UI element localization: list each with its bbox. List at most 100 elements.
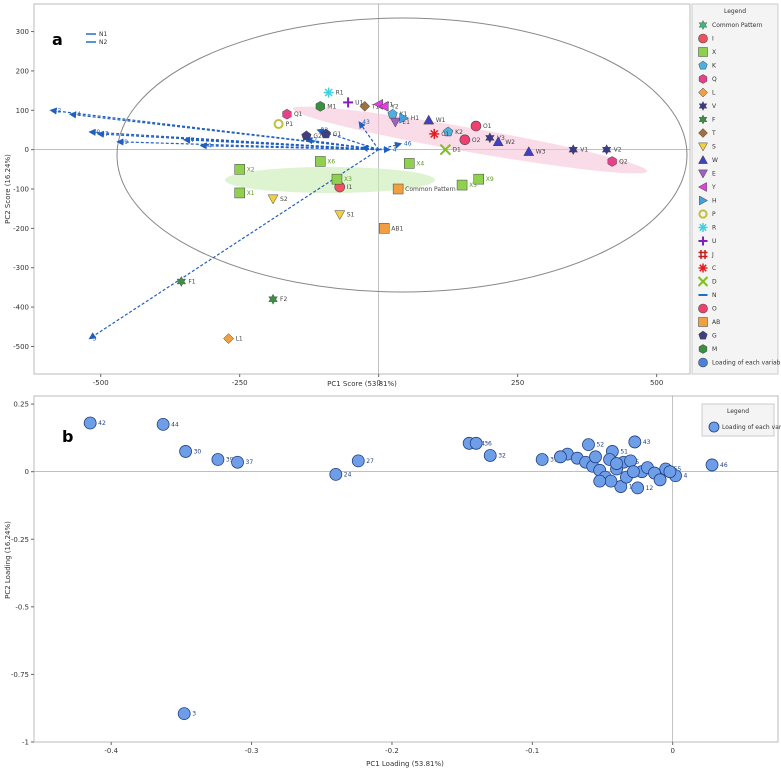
panel-a-y-label: PC2 Score (16.24%) [4, 154, 12, 224]
y-tick-label: -0.75 [11, 671, 29, 679]
point-x5 [456, 179, 468, 191]
legend-label-v: V [712, 103, 717, 110]
panel-a-letter: a [52, 30, 63, 49]
loading-arrow-label-37: 37 [101, 131, 109, 138]
legend-marker-s [698, 142, 708, 152]
y-tick-label: -1 [22, 739, 29, 747]
loading-arrow-label-39: 39 [120, 139, 128, 146]
legend-marker-d-b [697, 276, 709, 287]
point-label-g2: G2 [313, 133, 322, 140]
x-tick-label: 0 [670, 747, 674, 755]
legend-label-k: K [712, 63, 717, 70]
point-d1-b [439, 143, 452, 156]
legend-label-m: M [712, 346, 717, 353]
point-label-w3: W3 [536, 149, 546, 156]
loading-point-label-52: 52 [596, 442, 604, 449]
loading-arrow-label-27: 27 [187, 137, 195, 144]
point-k2 [443, 126, 454, 137]
point-label-k1: K1 [400, 111, 408, 118]
panel-b-points: 4244303937272434363231524351351155411246… [83, 416, 728, 721]
point-c1-3 [430, 129, 439, 138]
point-label-o1: O1 [483, 123, 492, 130]
point-r1-3 [324, 88, 333, 97]
point-w3 [523, 146, 535, 156]
legend-marker-p [698, 209, 708, 219]
legend-marker-i [698, 33, 708, 44]
point-h1 [399, 112, 410, 124]
loading-point-label-55: 55 [674, 466, 682, 473]
point-label-p1: P1 [286, 121, 294, 128]
loading-point-36 [469, 436, 483, 450]
point-label-u1: U1 [355, 99, 363, 106]
point-label-common-pattern: Common Pattern [405, 186, 456, 193]
legend-label-h: H [712, 198, 717, 205]
point-q2 [607, 156, 617, 167]
point-v3 [485, 132, 495, 144]
inline-legend-label-n1: N1 [99, 31, 107, 38]
point-ab1 [378, 223, 390, 234]
legend-label-q: Q [712, 76, 717, 83]
y-tick-label: 100 [16, 107, 29, 115]
loading-arrow-30 [88, 128, 379, 151]
legend-label-r: R [712, 225, 716, 232]
point-s1 [334, 210, 346, 221]
point-p1 [273, 119, 284, 130]
loading-arrow-label-32: 32 [309, 137, 317, 144]
y-tick-label: -100 [13, 186, 29, 194]
legend-marker-g [698, 330, 708, 340]
loading-arrow-44 [68, 111, 379, 151]
point-label-e1: E1 [402, 119, 410, 126]
loading-point-44 [156, 417, 170, 431]
point-label-x5: X5 [469, 182, 477, 189]
legend-marker-c-3 [699, 264, 707, 272]
point-o1 [470, 120, 482, 132]
y-tick-label: -0.5 [15, 603, 29, 611]
legend-label-w: W [712, 157, 718, 164]
loading-point-label-32: 32 [498, 452, 506, 459]
point-label-ab1: AB1 [391, 225, 403, 232]
point-l1 [223, 333, 234, 344]
loading-point-39 [211, 453, 225, 466]
legend-marker-w [698, 154, 708, 164]
legend-label-e: E [712, 171, 716, 178]
point-s2 [267, 194, 279, 205]
panel-b-plot-area [33, 395, 779, 743]
legend-label-o: O [712, 306, 717, 313]
point-label-y2: Y2 [390, 103, 399, 110]
point-label-o2: O2 [472, 137, 481, 144]
loading-point-label-12: 12 [646, 485, 654, 492]
legend-marker-l [698, 87, 708, 98]
loading-arrow-46 [378, 141, 403, 151]
y-tick-label: -0.25 [11, 536, 29, 544]
loading-point-label-43: 43 [643, 439, 651, 446]
point-x9 [473, 173, 484, 185]
legend-label-j: J [711, 252, 714, 259]
point-label-x9: X9 [486, 176, 494, 183]
legend-label-common-pattern: Common Pattern [712, 22, 763, 29]
panel-a-axes: -500 -250 0 250 500 300 200 100 0 -100 -200 -300 -40… [13, 28, 663, 387]
loading-point-32 [483, 449, 497, 462]
x-tick-label: -0.3 [245, 747, 259, 755]
panel-a: 4244303739272431446433252 I1X1X2X3X4X5X6… [4, 3, 781, 388]
y-tick-label: 200 [16, 67, 29, 75]
point-label-c1: C1 [441, 131, 449, 138]
loading-point [653, 473, 667, 487]
legend-label-f: F [712, 117, 716, 124]
point-label-v2: V2 [614, 147, 622, 154]
point-label-w2: W2 [505, 139, 515, 146]
x-group-shading [225, 167, 435, 193]
y-tick-label: 0.25 [13, 401, 29, 409]
loading-point-label-3: 3 [192, 711, 196, 718]
point-common-pattern [392, 183, 404, 195]
point-v2 [601, 144, 612, 156]
x-tick-label: 500 [650, 379, 663, 387]
x-tick-label: 0 [376, 379, 380, 387]
loading-arrow-label-42: 42 [54, 107, 62, 114]
panel-b-legend-items: Loading of each variable [708, 421, 781, 433]
legend-marker-loading-of-each-variable [708, 421, 720, 433]
legend-marker-h [699, 195, 709, 206]
legend-label-d: D [712, 279, 717, 286]
loading-point-42 [83, 416, 97, 430]
loading-point [593, 474, 607, 488]
